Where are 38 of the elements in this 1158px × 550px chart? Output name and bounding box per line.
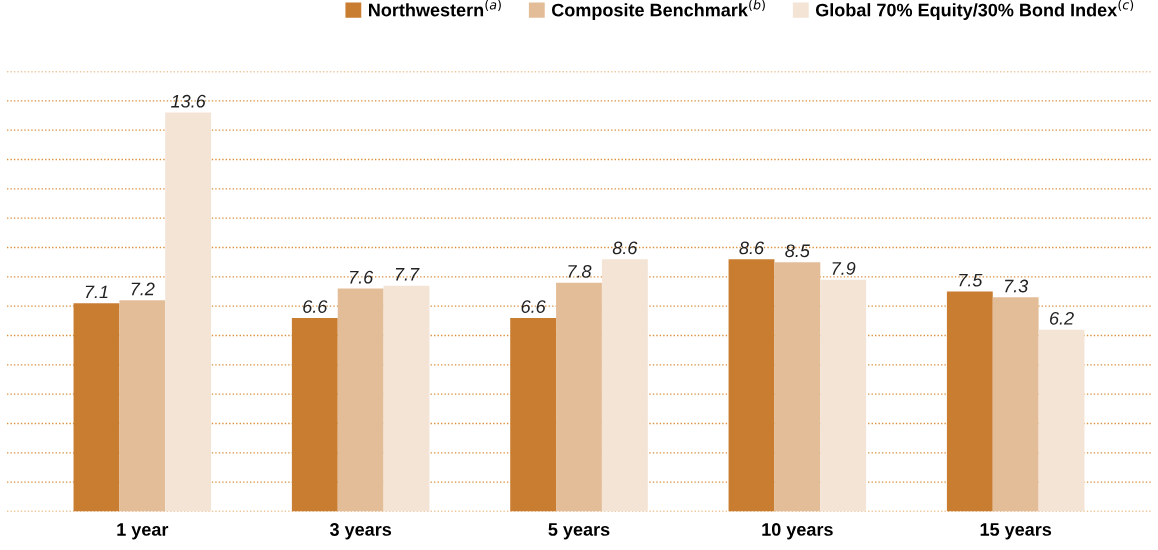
- bar: [119, 300, 166, 512]
- bar: [73, 303, 120, 512]
- data-label: 7.8: [568, 264, 592, 278]
- legend-label: Global 70% Equity/30% Bond Index$^{(c)}$: [815, 0, 1134, 20]
- x-tick-label: 10 years: [762, 523, 833, 540]
- bar: [728, 259, 775, 512]
- bar: [946, 291, 993, 512]
- bar: [383, 285, 430, 512]
- x-tick-label: 15 years: [980, 523, 1052, 540]
- bar: [1038, 329, 1085, 512]
- bar: [774, 262, 821, 512]
- data-label: 7.9: [832, 262, 856, 275]
- legend-label: Composite Benchmark$^{(b)}$: [551, 0, 765, 21]
- data-label: 6.6: [521, 300, 546, 313]
- data-label: 8.5: [785, 244, 810, 258]
- data-label: 7.1: [85, 285, 108, 299]
- bar: [820, 279, 867, 512]
- data-label: 13.6: [171, 94, 206, 108]
- data-label: 7.3: [1005, 279, 1029, 293]
- x-tick-label: 5 years: [548, 523, 610, 540]
- bar: [291, 317, 338, 512]
- data-label: 6.6: [303, 300, 328, 313]
- bar: [510, 317, 557, 512]
- bar: [165, 112, 212, 512]
- data-label: 7.5: [959, 273, 983, 287]
- legend-label: Northwestern$^{(a)}$: [369, 0, 501, 17]
- data-label: 6.2: [1050, 311, 1074, 325]
- x-tick-label: 3 years: [329, 523, 392, 540]
- data-label: 7.6: [349, 270, 374, 284]
- bar: [556, 282, 602, 512]
- data-label: 8.6: [739, 241, 765, 255]
- bar: [601, 259, 648, 512]
- x-tick-label: 1 year: [117, 523, 169, 540]
- data-label: 7.2: [131, 282, 155, 296]
- bar: [337, 288, 384, 512]
- data-label: 7.7: [395, 268, 420, 281]
- bar: [992, 297, 1039, 512]
- data-label: 8.6: [612, 241, 638, 255]
